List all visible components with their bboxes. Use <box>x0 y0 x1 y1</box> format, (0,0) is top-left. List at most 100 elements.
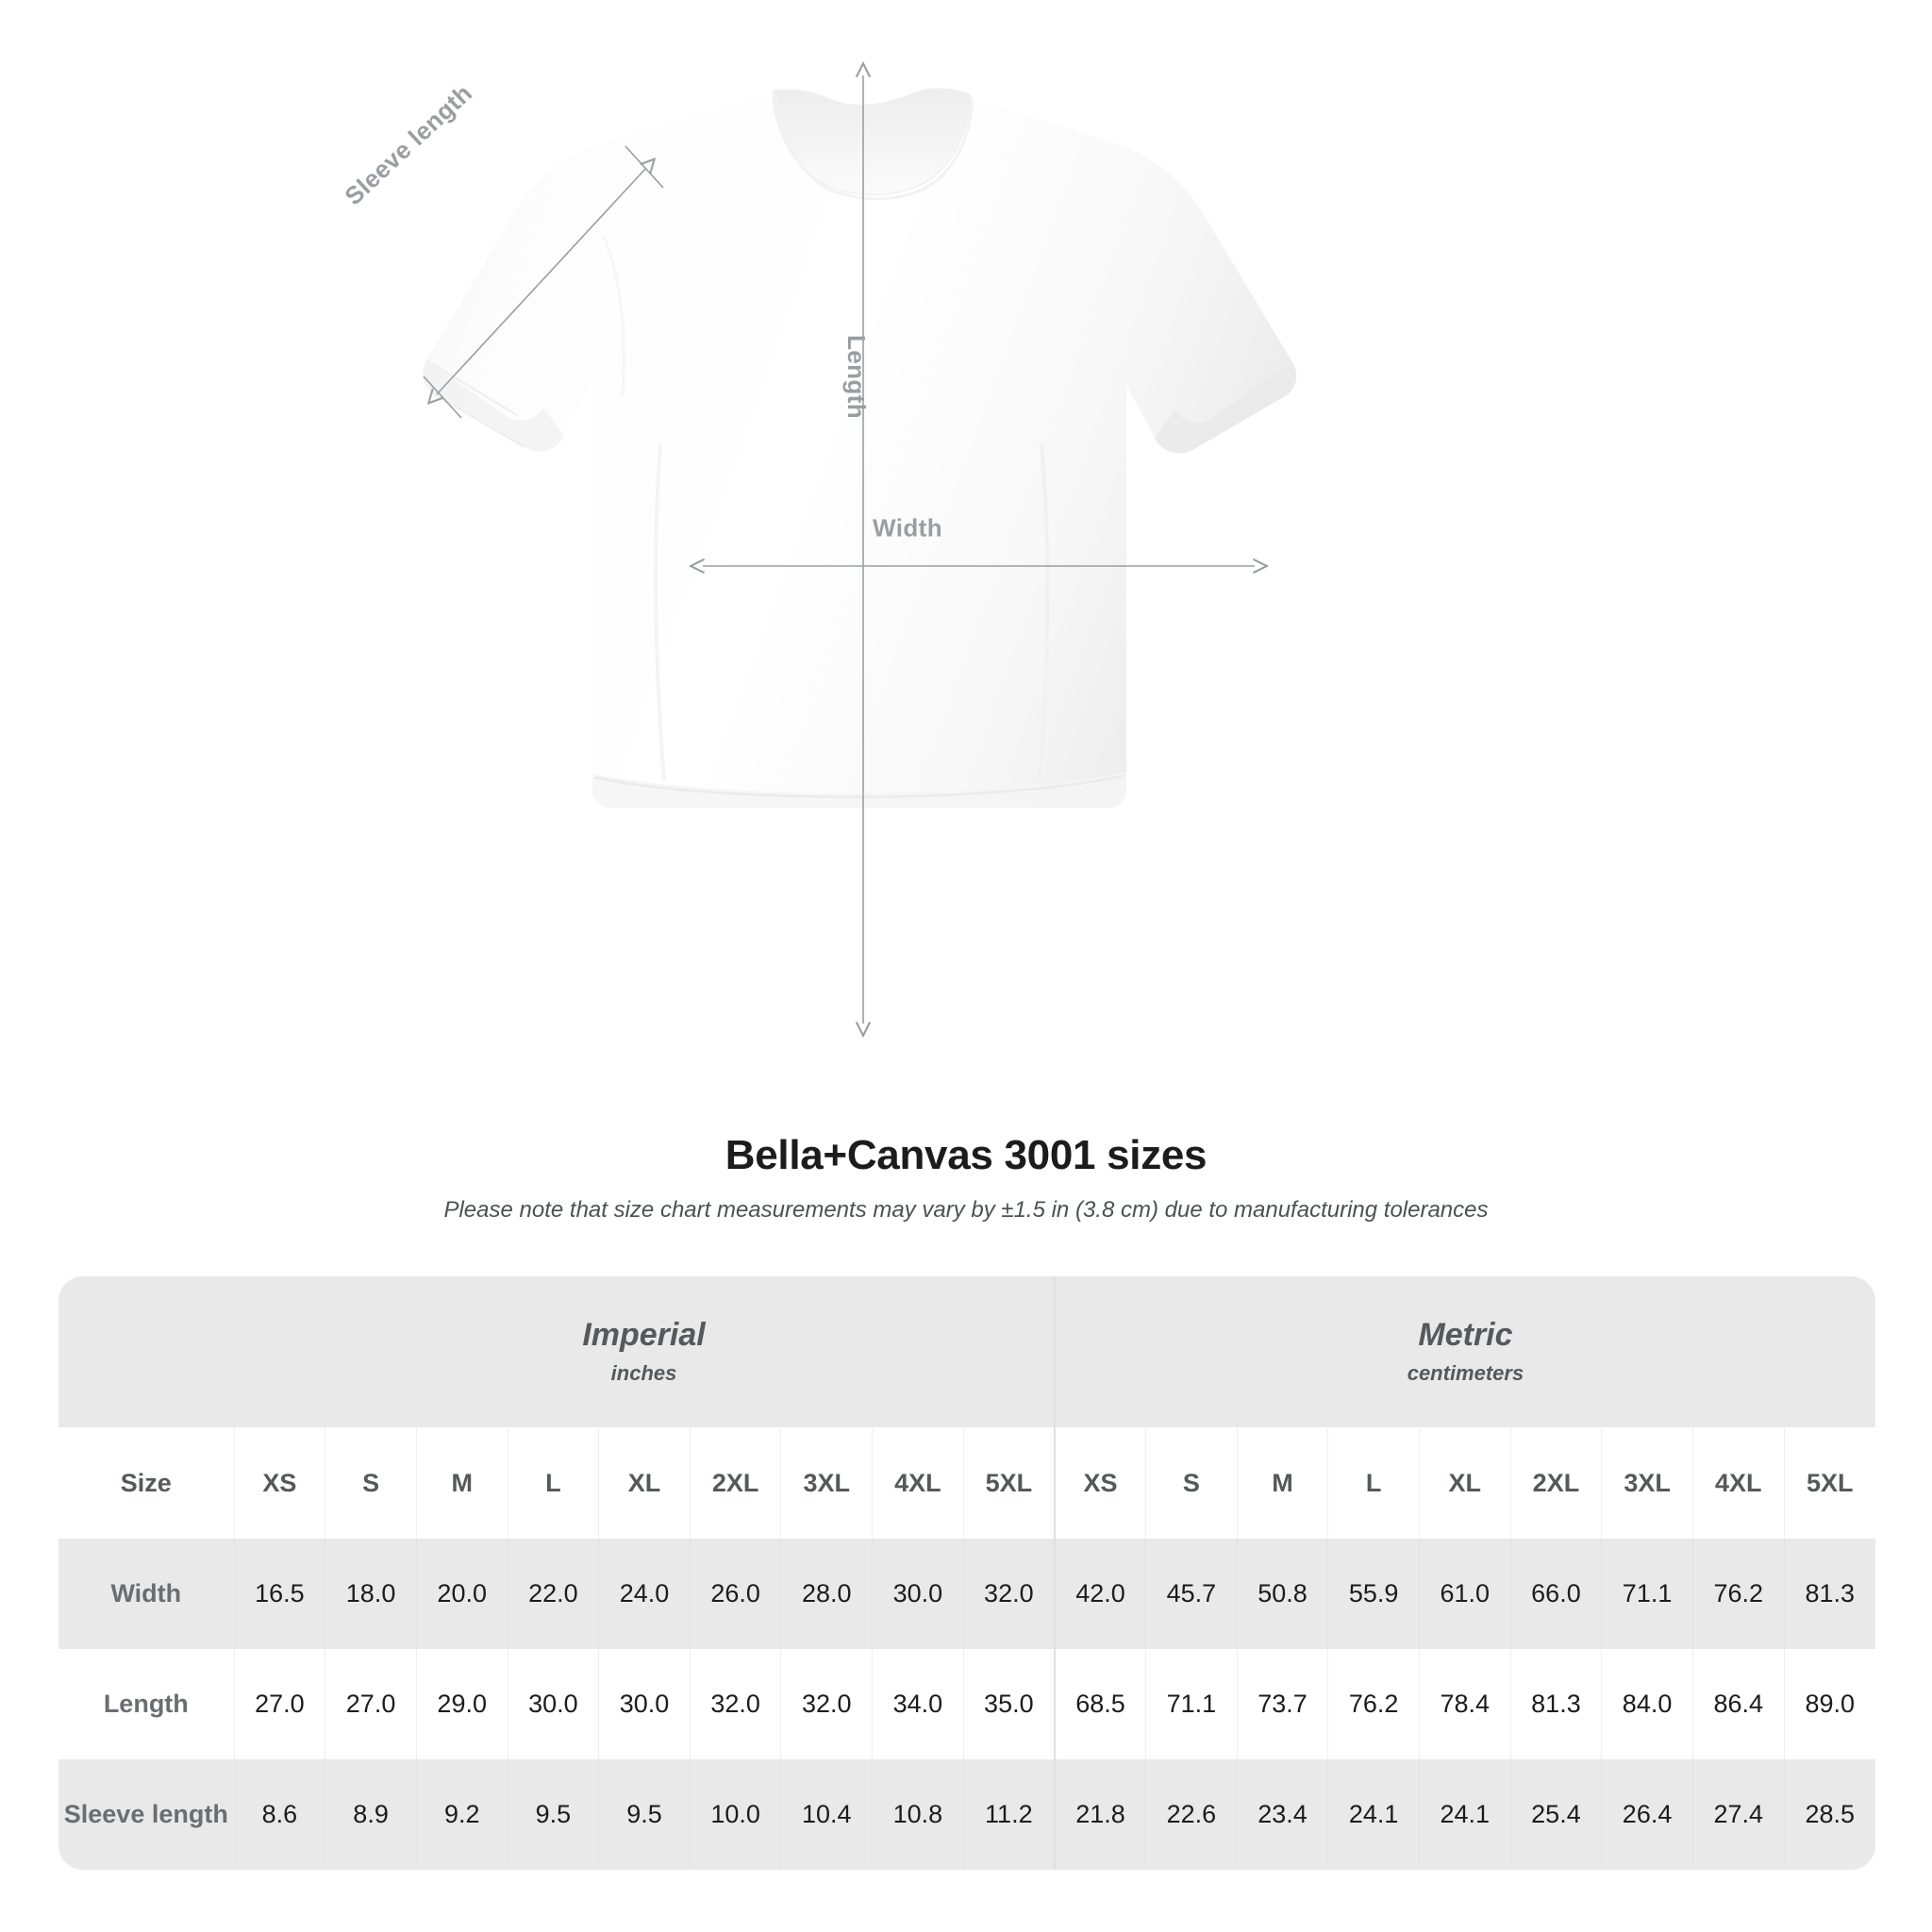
cell-imperial-s: 8.9 <box>325 1759 417 1870</box>
size-header-row: Size XS S M L XL 2XL 3XL 4XL 5XL XS S M L XL 2XL 3XL 4XL 5… <box>58 1427 1875 1539</box>
tshirt-collar <box>773 88 971 196</box>
size-header-metric-3xl: 3XL <box>1601 1427 1693 1539</box>
cell-imperial-s: 27.0 <box>325 1649 417 1759</box>
cell-metric-xs: 68.5 <box>1053 1649 1146 1759</box>
size-header-imperial-xl: XL <box>598 1427 691 1539</box>
cell-metric-xs: 42.0 <box>1053 1539 1146 1649</box>
sleeve-tick-bottom <box>423 375 462 419</box>
size-header-metric-2xl: 2XL <box>1509 1427 1602 1539</box>
size-row-label-header: Size <box>58 1427 235 1539</box>
unit-group-blank-cell <box>58 1276 235 1427</box>
size-header-imperial-s: S <box>325 1427 417 1539</box>
cell-metric-m: 23.4 <box>1236 1759 1328 1870</box>
cell-imperial-l: 9.5 <box>507 1759 599 1870</box>
cell-imperial-l: 30.0 <box>507 1649 599 1759</box>
cell-imperial-xs: 16.5 <box>233 1539 325 1649</box>
unit-group-metric: Metric centimeters <box>1053 1276 1875 1427</box>
size-header-imperial-m: M <box>415 1427 508 1539</box>
sleeve-tick-top <box>625 145 664 189</box>
cell-imperial-m: 20.0 <box>415 1539 508 1649</box>
row-label-width: Width <box>58 1539 235 1649</box>
tshirt-collar-seam <box>774 92 974 201</box>
cell-metric-l: 24.1 <box>1327 1759 1420 1870</box>
size-header-imperial-3xl: 3XL <box>780 1427 873 1539</box>
size-header-imperial-5xl: 5XL <box>962 1427 1055 1539</box>
unit-group-imperial: Imperial inches <box>234 1276 1055 1427</box>
cell-imperial-5xl: 32.0 <box>962 1539 1055 1649</box>
size-header-metric-5xl: 5XL <box>1783 1427 1875 1539</box>
cell-imperial-xs: 8.6 <box>233 1759 325 1870</box>
page-title: Bella+Canvas 3001 sizes <box>724 1132 1208 1178</box>
cell-imperial-xs: 27.0 <box>233 1649 325 1759</box>
size-chart-table-wrap: Imperial inches Metric centimeters Size XS S M… <box>58 1276 1875 1870</box>
size-header-metric-m: M <box>1236 1427 1328 1539</box>
cell-metric-m: 73.7 <box>1236 1649 1328 1759</box>
unit-group-name: Imperial <box>582 1317 706 1354</box>
cell-imperial-5xl: 11.2 <box>962 1759 1055 1870</box>
width-label: Width <box>873 513 942 542</box>
size-header-imperial-2xl: 2XL <box>689 1427 781 1539</box>
cell-metric-xs: 21.8 <box>1053 1759 1146 1870</box>
cell-metric-3xl: 84.0 <box>1601 1649 1693 1759</box>
size-header-metric-xl: XL <box>1418 1427 1511 1539</box>
size-chart-table: Imperial inches Metric centimeters Size XS S M… <box>58 1276 1875 1870</box>
size-header-metric-4xl: 4XL <box>1691 1427 1785 1539</box>
cell-imperial-2xl: 26.0 <box>689 1539 781 1649</box>
tshirt-illustration <box>422 0 1297 1113</box>
sleeve-length-dimension-line <box>437 168 646 394</box>
cell-metric-xl: 24.1 <box>1418 1759 1511 1870</box>
cell-imperial-4xl: 34.0 <box>872 1649 964 1759</box>
tshirt-fold-2 <box>1038 442 1050 782</box>
row-label-sleeve-length: Sleeve length <box>58 1759 235 1870</box>
unit-group-header-row: Imperial inches Metric centimeters <box>58 1276 1875 1427</box>
cell-metric-4xl: 27.4 <box>1691 1759 1785 1870</box>
unit-group-subtitle: inches <box>610 1360 677 1385</box>
cell-metric-l: 76.2 <box>1327 1649 1420 1759</box>
cell-metric-5xl: 89.0 <box>1783 1649 1875 1759</box>
cell-imperial-3xl: 32.0 <box>780 1649 873 1759</box>
cell-imperial-2xl: 32.0 <box>689 1649 781 1759</box>
size-header-imperial-l: L <box>507 1427 599 1539</box>
cell-imperial-s: 18.0 <box>325 1539 417 1649</box>
cell-metric-3xl: 71.1 <box>1601 1539 1693 1649</box>
cell-imperial-3xl: 28.0 <box>780 1539 873 1649</box>
cell-imperial-xl: 24.0 <box>598 1539 691 1649</box>
cell-metric-2xl: 81.3 <box>1509 1649 1602 1759</box>
cell-metric-4xl: 86.4 <box>1691 1649 1785 1759</box>
table-row: Width 16.5 18.0 20.0 22.0 24.0 26.0 28.0 30.0 32.… <box>58 1539 1875 1649</box>
size-header-metric-xs: XS <box>1053 1427 1146 1539</box>
tshirt-bottom-hem <box>592 772 1126 808</box>
cell-metric-2xl: 66.0 <box>1509 1539 1602 1649</box>
size-header-metric-l: L <box>1327 1427 1420 1539</box>
size-header-metric-s: S <box>1145 1427 1238 1539</box>
cell-imperial-xl: 30.0 <box>598 1649 691 1759</box>
cell-metric-s: 22.6 <box>1145 1759 1238 1870</box>
cell-metric-m: 50.8 <box>1236 1539 1328 1649</box>
page-subtitle: Please note that size chart measurements… <box>443 1196 1489 1223</box>
cell-metric-s: 71.1 <box>1145 1649 1238 1759</box>
table-row: Sleeve length 8.6 8.9 9.2 9.5 9.5 10.0 10.4 10.8… <box>58 1759 1875 1870</box>
tshirt-fold-1 <box>654 442 666 782</box>
cell-metric-5xl: 81.3 <box>1783 1539 1875 1649</box>
cell-metric-s: 45.7 <box>1145 1539 1238 1649</box>
size-header-imperial-xs: XS <box>233 1427 325 1539</box>
unit-group-subtitle: centimeters <box>1407 1360 1524 1385</box>
tshirt-diagram: Sleeve length Length Width <box>339 0 1297 1113</box>
cell-imperial-3xl: 10.4 <box>780 1759 873 1870</box>
unit-group-name: Metric <box>1418 1317 1513 1354</box>
cell-metric-l: 55.9 <box>1327 1539 1420 1649</box>
length-label: Length <box>842 335 871 420</box>
cell-imperial-2xl: 10.0 <box>689 1759 781 1870</box>
cell-imperial-m: 9.2 <box>415 1759 508 1870</box>
cell-metric-5xl: 28.5 <box>1783 1759 1875 1870</box>
cell-imperial-xl: 9.5 <box>598 1759 691 1870</box>
size-header-imperial-4xl: 4XL <box>872 1427 964 1539</box>
cell-imperial-l: 22.0 <box>507 1539 599 1649</box>
title-block: Bella+Canvas 3001 sizes Please note that… <box>0 1132 1932 1224</box>
cell-metric-xl: 61.0 <box>1418 1539 1511 1649</box>
cell-metric-2xl: 25.4 <box>1509 1759 1602 1870</box>
cell-metric-4xl: 76.2 <box>1691 1539 1785 1649</box>
cell-imperial-4xl: 30.0 <box>872 1539 964 1649</box>
table-row: Length 27.0 27.0 29.0 30.0 30.0 32.0 32.0 34.0 35… <box>58 1649 1875 1759</box>
cell-metric-xl: 78.4 <box>1418 1649 1511 1759</box>
